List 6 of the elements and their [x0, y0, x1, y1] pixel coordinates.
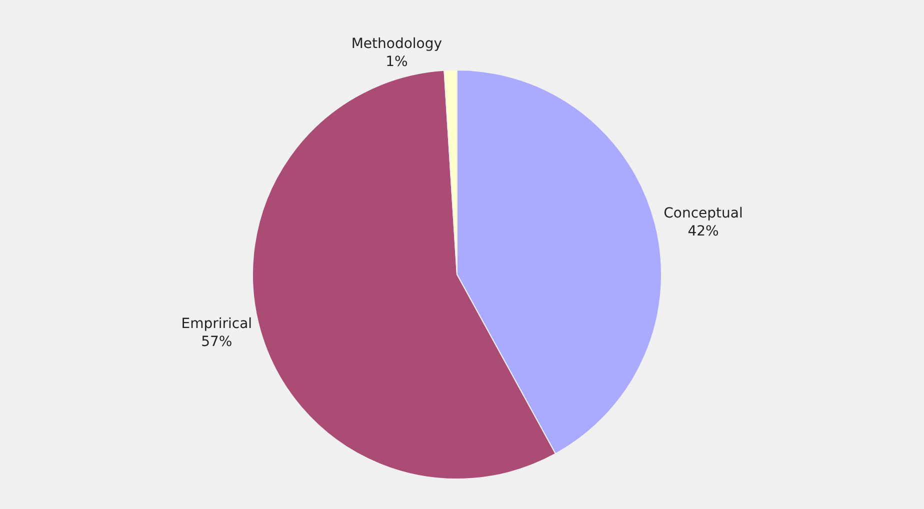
data-label: 1%: [386, 54, 408, 70]
slice-label: Emprirical: [181, 316, 252, 332]
data-label: 42%: [688, 224, 719, 240]
slice-label: Conceptual: [664, 205, 743, 222]
slice-label: Methodology: [351, 36, 442, 52]
data-label: 57%: [201, 334, 232, 350]
